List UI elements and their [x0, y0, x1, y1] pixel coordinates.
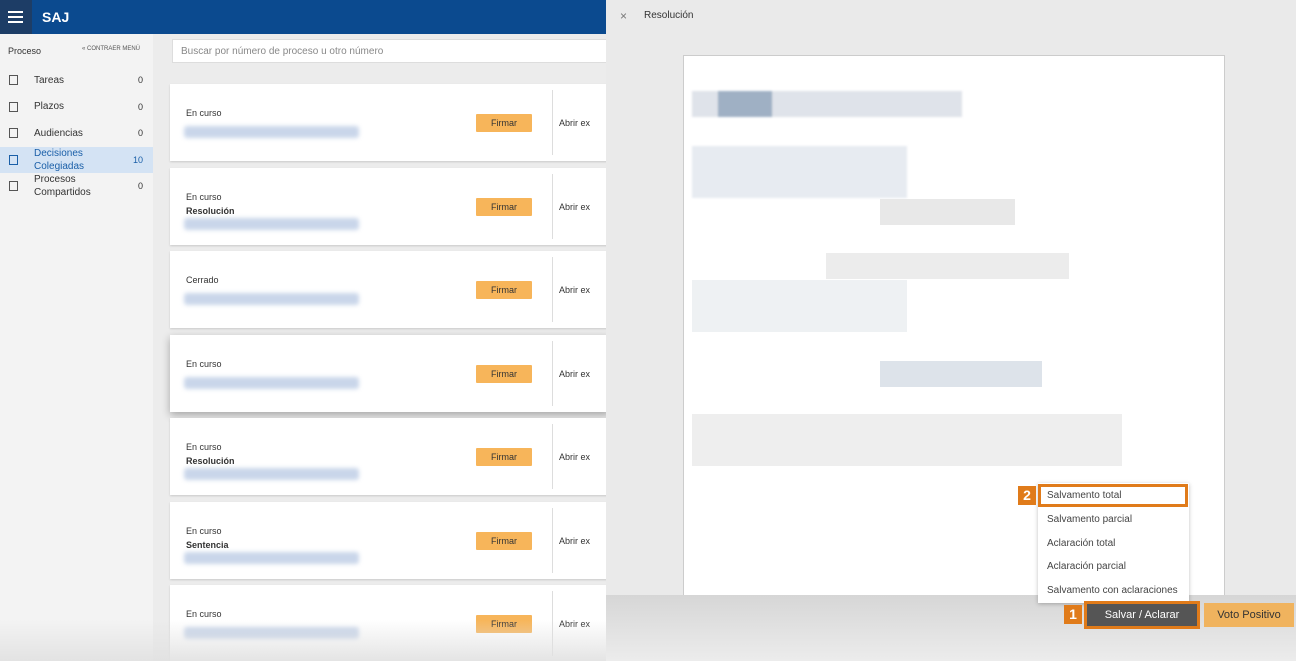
- panel-title: Resolución: [644, 10, 694, 21]
- nav-label: Plazos: [34, 101, 65, 112]
- close-button[interactable]: ×: [620, 9, 628, 23]
- open-link[interactable]: Abrir ex: [559, 536, 591, 546]
- nav-count: 0: [137, 75, 143, 85]
- side-panel: × Resolución: [606, 0, 1296, 661]
- positive-vote-button[interactable]: Voto Positivo: [1204, 603, 1294, 627]
- blurred-text: [184, 468, 359, 480]
- menu-item[interactable]: Aclaración parcial: [1047, 561, 1126, 573]
- menu-item[interactable]: Salvamento con aclaraciones: [1047, 585, 1178, 597]
- process-card: En curso Firmar Abrir ex: [170, 84, 606, 161]
- open-link[interactable]: Abrir ex: [559, 452, 591, 462]
- nav-icon: [9, 75, 18, 85]
- nav-count: 10: [132, 154, 143, 165]
- nav-icon: [9, 128, 18, 138]
- dropdown-menu: [1038, 483, 1189, 603]
- status: En curso: [186, 526, 222, 536]
- nav-item[interactable]: Procesos Compartidos 0: [0, 173, 153, 199]
- nav-icon: [9, 101, 18, 112]
- divider: [552, 341, 553, 406]
- nav-item[interactable]: Tareas 0: [0, 67, 153, 93]
- open-link[interactable]: Abrir ex: [559, 285, 591, 295]
- step-badge: 2: [1018, 486, 1036, 505]
- header: SAJ: [0, 0, 606, 34]
- app-name: SAJ: [42, 9, 70, 25]
- step-badge: 1: [1064, 605, 1082, 624]
- nav-label: Audiencias: [34, 127, 83, 139]
- divider: [552, 174, 553, 239]
- sign-button[interactable]: Firmar: [476, 532, 532, 550]
- blurred-text: [184, 377, 359, 389]
- blurred-text: [880, 199, 1015, 225]
- menu-item[interactable]: Aclaración total: [1047, 537, 1116, 549]
- fade: [0, 620, 606, 661]
- open-link[interactable]: Abrir ex: [559, 118, 591, 128]
- process-card: En curso Sentencia Firmar Abrir ex: [170, 502, 606, 579]
- process-card: En curso Resolución Firmar Abrir ex: [170, 168, 606, 245]
- nav-icon: [9, 181, 18, 191]
- nav-item[interactable]: Plazos 0: [0, 94, 153, 120]
- nav-label: Decisiones Colegiadas: [34, 147, 85, 172]
- open-link[interactable]: Abrir ex: [559, 202, 591, 212]
- blurred-text: [692, 91, 962, 117]
- sign-button[interactable]: Firmar: [476, 198, 532, 216]
- blurred-text: [826, 253, 1069, 279]
- menu-item[interactable]: Salvamento parcial: [1047, 513, 1133, 525]
- nav-label: Tareas: [34, 74, 65, 86]
- hamburger-icon: [8, 11, 23, 13]
- sign-button[interactable]: Firmar: [476, 281, 532, 299]
- blurred-text: [184, 218, 359, 230]
- nav-item[interactable]: Audiencias 0: [0, 120, 153, 146]
- menu-item[interactable]: Salvamento total: [1047, 490, 1122, 501]
- blurred-text: [692, 146, 907, 198]
- blurred-text: [184, 126, 359, 138]
- subtitle: Sentencia: [186, 540, 229, 550]
- highlight-box: [1038, 484, 1188, 507]
- sign-button[interactable]: Firmar: [476, 365, 532, 383]
- nav-item[interactable]: Decisiones Colegiadas 10: [0, 146, 153, 173]
- status: En curso: [186, 359, 222, 369]
- subtitle: Resolución: [186, 456, 235, 466]
- nav-count: 0: [137, 128, 143, 138]
- sidebar-title: Proceso: [8, 46, 42, 56]
- process-card: En curso Resolución Firmar Abrir ex: [170, 418, 606, 495]
- menu-button[interactable]: [0, 0, 32, 34]
- collapse-menu[interactable]: « CONTRAER MENÚ: [82, 46, 141, 52]
- status: En curso: [186, 609, 222, 619]
- status: En curso: [186, 192, 222, 202]
- divider: [552, 424, 553, 489]
- nav-icon: [9, 154, 18, 165]
- blurred-text: [692, 280, 907, 332]
- blurred-text: [692, 414, 1122, 466]
- open-link[interactable]: Abrir ex: [559, 369, 591, 379]
- nav-label: Procesos Compartidos: [34, 174, 91, 198]
- save-clarify-button[interactable]: Salvar / Aclarar: [1084, 601, 1200, 629]
- blurred-text: [184, 293, 359, 305]
- nav-count: 0: [137, 101, 143, 112]
- sign-button[interactable]: Firmar: [476, 114, 532, 132]
- sign-button[interactable]: Firmar: [476, 448, 532, 466]
- status: En curso: [186, 442, 222, 452]
- process-card: Cerrado Firmar Abrir ex: [170, 251, 606, 328]
- divider: [552, 90, 553, 155]
- sidebar: Proceso « CONTRAER MENÚ Tareas 0 Plazos 0 Au…: [0, 34, 153, 661]
- divider: [552, 257, 553, 322]
- blurred-text: [880, 361, 1042, 387]
- blurred-text: [718, 91, 772, 117]
- main-window: SAJ Proceso « CONTRAER MENÚ Tareas 0 Plazo…: [0, 0, 606, 661]
- nav-count: 0: [137, 181, 143, 191]
- divider: [552, 508, 553, 573]
- subtitle: Resolución: [186, 206, 235, 216]
- status: Cerrado: [186, 275, 219, 285]
- status: En curso: [186, 108, 222, 118]
- process-card: En curso Firmar Abrir ex: [170, 335, 606, 412]
- search-box[interactable]: Buscar por número de proceso u otro núme…: [172, 39, 606, 63]
- blurred-text: [184, 552, 359, 564]
